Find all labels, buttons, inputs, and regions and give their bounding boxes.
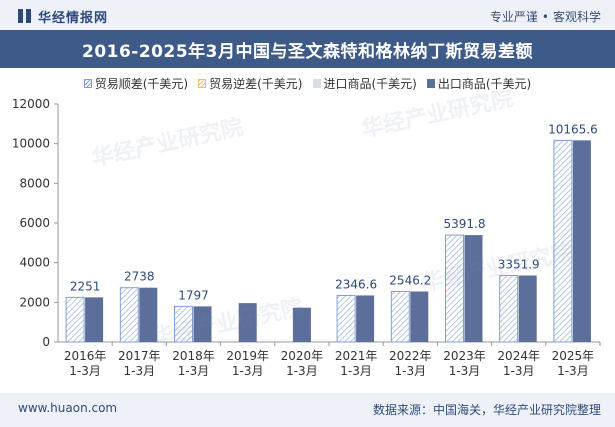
- x-tick-label: 1-3月: [449, 364, 481, 378]
- legend-item-surplus: 贸易顺差(千美元): [83, 74, 189, 92]
- x-tick-label: 2021年: [335, 349, 378, 363]
- bar-export: [139, 287, 158, 342]
- bar-export: [356, 295, 375, 342]
- x-tick-label: 1-3月: [286, 364, 318, 378]
- x-tick-label: 1-3月: [340, 364, 372, 378]
- bar-export: [410, 291, 429, 342]
- y-tick-label: 6000: [19, 216, 50, 230]
- y-tick-label: 8000: [19, 176, 50, 190]
- x-tick-label: 1-3月: [557, 364, 589, 378]
- chart-plot: 02000400060008000100001200022512016年1-3月…: [12, 97, 601, 378]
- x-tick-label: 2017年: [118, 349, 161, 363]
- x-tick-label: 2023年: [443, 349, 486, 363]
- legend-label-deficit: 贸易逆差(千美元): [209, 76, 303, 91]
- brand-name: 华经情报网: [38, 10, 109, 26]
- legend-swatch-import-icon: [312, 78, 321, 88]
- slogan-dot: •: [541, 10, 549, 24]
- brand-logo-icon: [18, 9, 32, 23]
- x-tick-label: 2022年: [389, 349, 432, 363]
- y-tick-label: 4000: [19, 256, 50, 270]
- bar-export: [292, 307, 311, 342]
- legend-item-import: 进口商品(千美元): [312, 74, 417, 92]
- footer: www.huaon.com 数据来源：中国海关，华经产业研究院整理: [0, 393, 615, 427]
- x-tick-label: 1-3月: [503, 364, 535, 378]
- footer-website: www.huaon.com: [18, 401, 118, 415]
- chart-title: 2016-2025年3月中国与圣文森特和格林纳丁斯贸易差额: [81, 41, 533, 62]
- bar-export: [85, 297, 104, 342]
- x-tick-label: 1-3月: [178, 364, 210, 378]
- y-tick-label: 10000: [12, 137, 50, 151]
- x-tick-label: 1-3月: [232, 364, 264, 378]
- slogan-right: 客观科学: [552, 10, 601, 24]
- bar-surplus: [445, 234, 464, 343]
- chart-legend: 贸易顺差(千美元) 贸易逆差(千美元) 进口商品(千美元) 出口商品(千美元): [0, 74, 615, 92]
- y-tick-label: 0: [42, 335, 50, 349]
- bar-surplus: [553, 139, 573, 343]
- x-tick-label: 2020年: [281, 349, 324, 363]
- x-tick-label: 2024年: [497, 349, 540, 363]
- data-label: 2346.6: [335, 277, 377, 291]
- legend-item-deficit: 贸易逆差(千美元): [198, 74, 303, 92]
- bar-export: [464, 235, 483, 342]
- data-label: 10165.6: [548, 122, 598, 136]
- bar-surplus: [174, 305, 193, 343]
- bar-export: [518, 275, 537, 342]
- x-tick-label: 2019年: [226, 349, 269, 363]
- footer-source: 数据来源：中国海关，华经产业研究院整理: [372, 403, 601, 417]
- bar-surplus: [119, 287, 139, 343]
- x-tick-label: 2025年: [552, 349, 595, 363]
- y-tick-label: 2000: [19, 295, 50, 309]
- data-label: 2738: [124, 270, 155, 284]
- data-label: 2546.2: [389, 274, 431, 288]
- x-tick-label: 1-3月: [123, 364, 155, 378]
- bar-surplus: [65, 296, 85, 343]
- legend-swatch-surplus-icon: [83, 78, 92, 88]
- data-label: 1797: [178, 288, 209, 302]
- x-tick-label: 2016年: [64, 349, 107, 363]
- legend-item-export: 出口商品(千美元): [426, 74, 532, 92]
- brand: 华经情报网: [18, 7, 109, 26]
- bar-surplus: [499, 275, 519, 343]
- title-bar: 2016-2025年3月中国与圣文森特和格林纳丁斯贸易差额: [0, 30, 615, 68]
- bar-export: [572, 140, 591, 342]
- x-tick-label: 1-3月: [69, 364, 101, 378]
- bar-surplus: [390, 291, 410, 343]
- y-tick-label: 12000: [12, 97, 50, 111]
- bar-export: [238, 303, 257, 342]
- bar-export: [193, 306, 212, 342]
- legend-swatch-deficit-icon: [198, 78, 207, 88]
- legend-label-import: 进口商品(千美元): [323, 76, 417, 91]
- data-label: 3351.9: [498, 258, 540, 272]
- bar-surplus: [336, 294, 356, 343]
- top-bar: 华经情报网 专业严谨 • 客观科学: [0, 0, 615, 30]
- slogan: 专业严谨 • 客观科学: [490, 8, 601, 25]
- legend-label-export: 出口商品(千美元): [437, 76, 532, 91]
- x-tick-label: 1-3月: [394, 364, 426, 378]
- data-label: 5391.8: [444, 217, 486, 231]
- data-label: 2251: [70, 279, 101, 293]
- legend-label-surplus: 贸易顺差(千美元): [94, 76, 189, 91]
- legend-swatch-export-icon: [426, 78, 435, 88]
- slogan-left: 专业严谨: [489, 10, 538, 24]
- x-tick-label: 2018年: [172, 349, 215, 363]
